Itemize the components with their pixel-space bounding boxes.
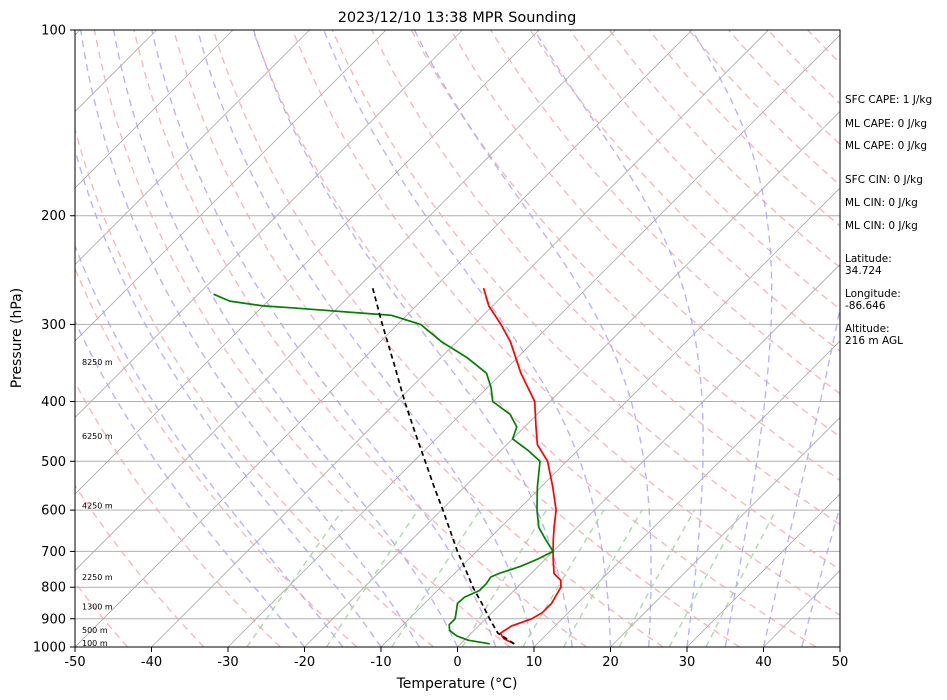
chart-title: 2023/12/10 13:38 MPR Sounding	[338, 10, 577, 26]
y-tick-label: 900	[41, 612, 66, 627]
mixing-ratio-line	[522, 509, 605, 647]
moist-adiabat-line	[151, 30, 497, 647]
sounding-parameters: SFC CAPE: 1 J/kg ML CAPE: 0 J/kg ML CAPE: …	[845, 94, 932, 347]
height-label: 1300 m	[82, 603, 113, 612]
moist-adiabat-line	[413, 30, 652, 647]
dry-adiabat-line	[410, 30, 840, 482]
moist-adiabat-line	[75, 244, 344, 647]
dry-adiabat-line	[529, 30, 840, 352]
dry-adiabat-line	[490, 30, 840, 395]
x-tick-label: -30	[217, 655, 238, 670]
y-tick-label: 1000	[33, 641, 66, 656]
mixing-ratio-line	[391, 509, 481, 647]
mixing-ratio-line	[705, 509, 777, 647]
y-tick-label: 400	[41, 395, 66, 410]
moist-adiabat-line	[323, 30, 612, 647]
height-label: 100 m	[82, 639, 108, 648]
dry-adiabat-line	[75, 381, 281, 647]
temperature-profile-line	[482, 287, 562, 645]
isotherm-line	[75, 30, 616, 572]
dry-adiabat-line	[75, 266, 358, 647]
x-tick-label: -40	[141, 655, 162, 670]
isotherm-line	[75, 30, 234, 189]
y-tick-label: 300	[41, 318, 66, 333]
height-label: 2250 m	[82, 573, 113, 582]
mixing-ratio-line	[562, 509, 643, 647]
sounding-parameter-text: SFC CAPE: 1 J/kg	[845, 94, 932, 106]
x-axis-label: Temperature (°C)	[396, 676, 518, 692]
dry-adiabat-line	[75, 126, 434, 647]
isotherm-line	[75, 30, 387, 342]
isotherm-line	[380, 187, 840, 647]
moist-adiabat-line	[691, 30, 773, 647]
dewpoint-profile-line	[213, 293, 554, 645]
sounding-parameter-text: ML CAPE: 0 J/kg	[845, 118, 927, 130]
dry-adiabat-line	[252, 30, 817, 647]
x-tick-label: 30	[679, 655, 696, 670]
isotherm-line	[610, 416, 840, 647]
moist-adiabat-line	[196, 30, 535, 647]
y-tick-label: 700	[41, 545, 66, 560]
x-tick-label: 20	[602, 655, 619, 670]
moist-adiabat-line	[533, 30, 704, 647]
isotherm-line	[75, 30, 540, 495]
x-tick-label: 0	[453, 655, 461, 670]
y-axis-label: Pressure (hPa)	[9, 288, 25, 388]
sounding-parameter-text: -86.646	[845, 300, 886, 312]
x-tick-label: -20	[294, 655, 315, 670]
mixing-ratio-line	[618, 509, 696, 647]
sounding-parameter-text: ML CIN: 0 J/kg	[845, 197, 918, 209]
dry-adiabat-line	[172, 30, 664, 647]
x-tick-label: 50	[832, 655, 849, 670]
height-label: 500 m	[82, 626, 108, 635]
sounding-parameter-text: 216 m AGL	[845, 335, 903, 347]
height-label: 6250 m	[82, 432, 113, 441]
moist-adiabat-line	[112, 30, 459, 647]
mixing-ratio-line	[246, 509, 344, 647]
sounding-parameter-text: Latitude:	[845, 253, 892, 265]
dry-adiabat-line	[212, 30, 740, 647]
mixing-ratio-line	[668, 509, 743, 647]
dry-adiabat-line	[569, 30, 840, 310]
sounding-parameter-text: Altitude:	[845, 323, 890, 335]
moist-adiabat-line	[80, 30, 420, 647]
height-label: 4250 m	[82, 502, 113, 511]
y-tick-label: 800	[41, 581, 66, 596]
moist-adiabat-line	[75, 147, 382, 647]
x-tick-label: 10	[526, 655, 543, 670]
sounding-parameter-text: Longitude:	[845, 288, 901, 300]
dry-adiabat-line	[133, 30, 587, 647]
mixing-ratio-line	[461, 509, 548, 647]
isotherm-line	[227, 34, 840, 647]
isotherm-line	[151, 30, 769, 647]
sounding-parameter-text: ML CAPE: 0 J/kg	[845, 140, 927, 152]
sounding-parameter-text: SFC CIN: 0 J/kg	[845, 174, 923, 186]
isotherm-line	[304, 110, 840, 647]
sounding-parameter-text: ML CIN: 0 J/kg	[845, 220, 918, 232]
dry-adiabat-line	[291, 30, 840, 616]
x-tick-label: -10	[370, 655, 391, 670]
parcel-profile-line	[371, 287, 515, 645]
y-tick-label: 100	[41, 24, 66, 39]
dry-adiabat-line	[371, 30, 840, 526]
sounding-parameter-text: 34.724	[845, 265, 882, 277]
isotherm-line	[75, 30, 310, 266]
y-tick-label: 500	[41, 455, 66, 470]
y-tick-label: 600	[41, 504, 66, 519]
moist-adiabat-line	[75, 319, 306, 647]
moist-adiabat-line	[252, 30, 573, 647]
dry-adiabat-line	[75, 484, 205, 647]
isotherm-line	[533, 340, 840, 647]
y-tick-label: 200	[41, 209, 66, 224]
x-tick-label: 40	[755, 655, 772, 670]
isotherm-line	[457, 263, 840, 647]
x-tick-label: -50	[64, 655, 85, 670]
mixing-ratio-line	[325, 509, 419, 647]
isotherm-line	[75, 30, 463, 419]
height-label: 8250 m	[82, 358, 113, 367]
isotherm-line	[686, 493, 840, 647]
